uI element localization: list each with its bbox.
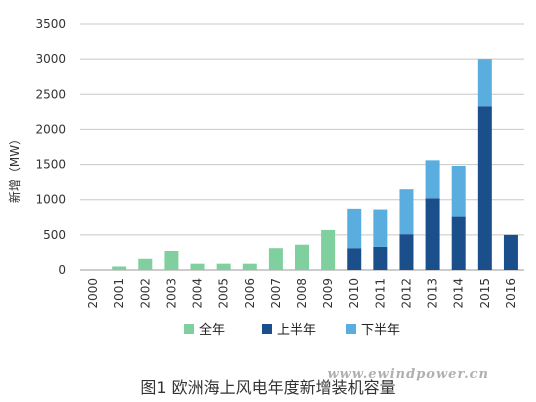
x-tick-label: 2002 <box>138 278 152 309</box>
x-tick-label: 2000 <box>86 278 100 309</box>
y-axis-label: 新增（MW） <box>7 133 22 203</box>
bars <box>112 59 518 270</box>
y-axis-ticks: 0 500 1000 1500 2000 2500 3000 3500 <box>35 17 66 277</box>
legend-swatch <box>262 324 272 334</box>
bar-segment <box>268 248 283 270</box>
x-tick-label: 2014 <box>452 278 466 309</box>
legend-swatch <box>346 324 356 334</box>
figure-caption: 图1 欧洲海上风电年度新增装机容量 <box>140 378 395 397</box>
x-tick-label: 2016 <box>504 278 518 309</box>
bar-segment <box>425 198 440 270</box>
bar-segment <box>373 209 388 247</box>
bar-segment <box>399 234 414 270</box>
bar-segment <box>164 251 179 270</box>
bar-segment <box>425 160 440 199</box>
x-tick-label: 2001 <box>112 278 126 309</box>
x-tick-label: 2007 <box>269 278 283 309</box>
bar-segment <box>477 59 492 107</box>
bar-segment <box>112 266 127 270</box>
bar-segment <box>503 234 518 270</box>
bar-segment <box>242 263 257 270</box>
x-tick-label: 2011 <box>373 278 387 309</box>
bar-segment <box>295 244 309 270</box>
x-tick-label: 2010 <box>347 278 361 309</box>
legend-swatch <box>184 324 194 334</box>
y-tick-label: 2500 <box>35 87 66 101</box>
x-tick-label: 2006 <box>243 278 257 309</box>
y-tick-label: 0 <box>58 263 66 277</box>
watermark: www.ewindpower.cn <box>327 367 489 382</box>
bar-segment <box>399 189 414 235</box>
bar-segment <box>347 208 362 249</box>
bar-segment <box>321 229 336 270</box>
y-tick-label: 3000 <box>35 52 66 66</box>
y-tick-label: 2000 <box>35 122 66 136</box>
legend-label: 上半年 <box>277 323 316 338</box>
y-tick-label: 500 <box>43 228 66 242</box>
bar-segment <box>451 216 466 270</box>
x-axis-ticks: 2000 2001 2002 2003 2004 2005 2006 2007 2008 2009… <box>86 278 518 309</box>
legend: 全年 上半年 下半年 <box>184 322 400 338</box>
x-tick-label: 2005 <box>217 278 231 309</box>
y-tick-label: 1500 <box>35 158 66 172</box>
x-tick-label: 2003 <box>164 278 178 309</box>
bar-segment <box>216 263 231 270</box>
bar-segment <box>373 246 388 270</box>
x-tick-label: 2015 <box>478 278 492 309</box>
bar-segment <box>347 248 362 270</box>
x-tick-label: 2013 <box>426 278 440 309</box>
bar-segment <box>451 165 466 217</box>
bar-segment <box>477 106 492 270</box>
bar-segment <box>138 258 153 270</box>
y-tick-label: 3500 <box>35 17 66 31</box>
x-tick-label: 2012 <box>399 278 413 309</box>
x-tick-label: 2009 <box>321 278 335 309</box>
x-tick-label: 2008 <box>295 278 309 309</box>
gridlines <box>80 23 524 271</box>
legend-label: 下半年 <box>361 323 400 338</box>
x-tick-label: 2004 <box>191 278 205 309</box>
legend-label: 全年 <box>199 322 225 338</box>
bar-segment <box>190 263 205 270</box>
y-tick-label: 1000 <box>35 193 66 207</box>
